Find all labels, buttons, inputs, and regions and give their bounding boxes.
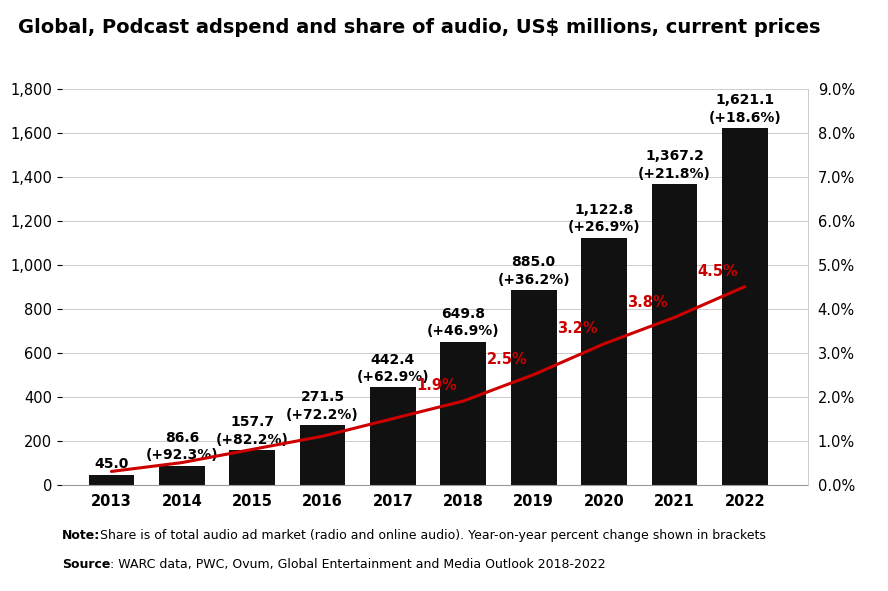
Text: 885.0
(+36.2%): 885.0 (+36.2%) — [497, 255, 570, 287]
Text: 3.8%: 3.8% — [627, 294, 668, 310]
Text: 4.5%: 4.5% — [698, 264, 739, 279]
Text: 1,122.8
(+26.9%): 1,122.8 (+26.9%) — [567, 203, 640, 234]
Text: 3.2%: 3.2% — [557, 321, 598, 336]
Text: 1,367.2
(+21.8%): 1,367.2 (+21.8%) — [638, 150, 710, 181]
Text: 1.9%: 1.9% — [416, 378, 457, 393]
Bar — [370, 387, 416, 485]
Bar — [511, 290, 557, 485]
Bar — [229, 450, 275, 485]
Text: 2.5%: 2.5% — [487, 352, 527, 366]
Bar — [440, 342, 486, 485]
Bar — [581, 238, 627, 485]
Text: Global, Podcast adspend and share of audio, US$ millions, current prices: Global, Podcast adspend and share of aud… — [18, 18, 821, 37]
Text: : WARC data, PWC, Ovum, Global Entertainment and Media Outlook 2018-2022: : WARC data, PWC, Ovum, Global Entertain… — [110, 558, 606, 571]
Text: 157.7
(+82.2%): 157.7 (+82.2%) — [216, 415, 289, 447]
Text: Note:: Note: — [62, 529, 100, 542]
Text: 649.8
(+46.9%): 649.8 (+46.9%) — [427, 307, 500, 339]
Text: Source: Source — [62, 558, 110, 571]
Text: 271.5
(+72.2%): 271.5 (+72.2%) — [286, 390, 359, 421]
Text: 442.4
(+62.9%): 442.4 (+62.9%) — [357, 353, 429, 384]
Text: 86.6
(+92.3%): 86.6 (+92.3%) — [146, 431, 218, 462]
Text: Share is of total audio ad market (radio and online audio). Year-on-year percent: Share is of total audio ad market (radio… — [96, 529, 765, 542]
Bar — [89, 475, 134, 485]
Bar — [722, 128, 767, 485]
Text: 45.0: 45.0 — [94, 457, 129, 472]
Bar — [299, 425, 345, 485]
Bar — [159, 466, 204, 485]
Bar — [652, 184, 697, 485]
Text: 1,621.1
(+18.6%): 1,621.1 (+18.6%) — [709, 93, 781, 125]
